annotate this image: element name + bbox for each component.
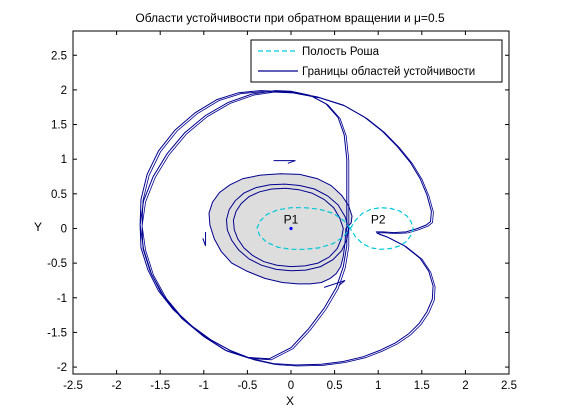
y-tick-label: 2 xyxy=(61,85,67,97)
y-tick-label: 2.5 xyxy=(51,50,67,62)
x-tick-label: 1 xyxy=(375,380,381,392)
direction-arrow-head xyxy=(338,280,346,286)
x-tick-label: 0.5 xyxy=(327,380,343,392)
axes-frame xyxy=(72,30,510,375)
x-tick-label: -2.5 xyxy=(63,380,83,392)
x-tick-label: -1.5 xyxy=(150,380,170,392)
series-inner-gray-region xyxy=(208,173,353,285)
x-tick-label: -0.5 xyxy=(237,380,257,392)
series-roche-lobe-p2 xyxy=(349,207,414,250)
direction-arrow-shaft xyxy=(323,279,346,288)
series-outer-boundary-trace xyxy=(141,91,436,367)
y-tick-label: -2 xyxy=(57,362,67,374)
y-axis-label: Y xyxy=(34,220,42,234)
y-tick-label: -1 xyxy=(57,293,67,305)
annotation-label: P2 xyxy=(371,212,386,226)
legend-label-boundaries: Границы областей устойчивости xyxy=(302,66,475,78)
x-tick-label: -1 xyxy=(199,380,209,392)
y-tick-label: 1.5 xyxy=(51,120,67,132)
x-tick-label: 0 xyxy=(288,380,294,392)
series-roche-lobe-p1 xyxy=(256,207,352,250)
y-tick-label: 0.5 xyxy=(51,189,67,201)
point-p1 xyxy=(289,226,293,231)
y-tick-label: -0.5 xyxy=(47,258,67,270)
x-tick-label: -2 xyxy=(111,380,121,392)
legend-label-roche: Полость Роша xyxy=(302,46,380,58)
direction-arrow-head xyxy=(287,160,296,164)
x-tick-label: 2 xyxy=(462,380,468,392)
direction-arrow-head xyxy=(202,238,207,246)
annotation-label: P1 xyxy=(284,212,299,226)
y-tick-label: 1 xyxy=(61,154,67,166)
series-inner-ring-inner xyxy=(232,187,344,268)
x-tick-label: 2.5 xyxy=(501,380,517,392)
x-axis-label: X xyxy=(286,394,294,408)
plot-area: P1 P2 xyxy=(139,90,436,367)
legend-box xyxy=(250,39,503,83)
legend: Полость Роша Границы областей устойчивос… xyxy=(250,39,503,83)
y-tick-label: -1.5 xyxy=(47,327,67,339)
x-tick-label: 1.5 xyxy=(414,380,430,392)
chart-title: Области устойчивости при обратном вращен… xyxy=(135,11,445,25)
series-inner-ring-outer xyxy=(225,183,350,272)
y-tick-label: 0 xyxy=(61,223,67,235)
